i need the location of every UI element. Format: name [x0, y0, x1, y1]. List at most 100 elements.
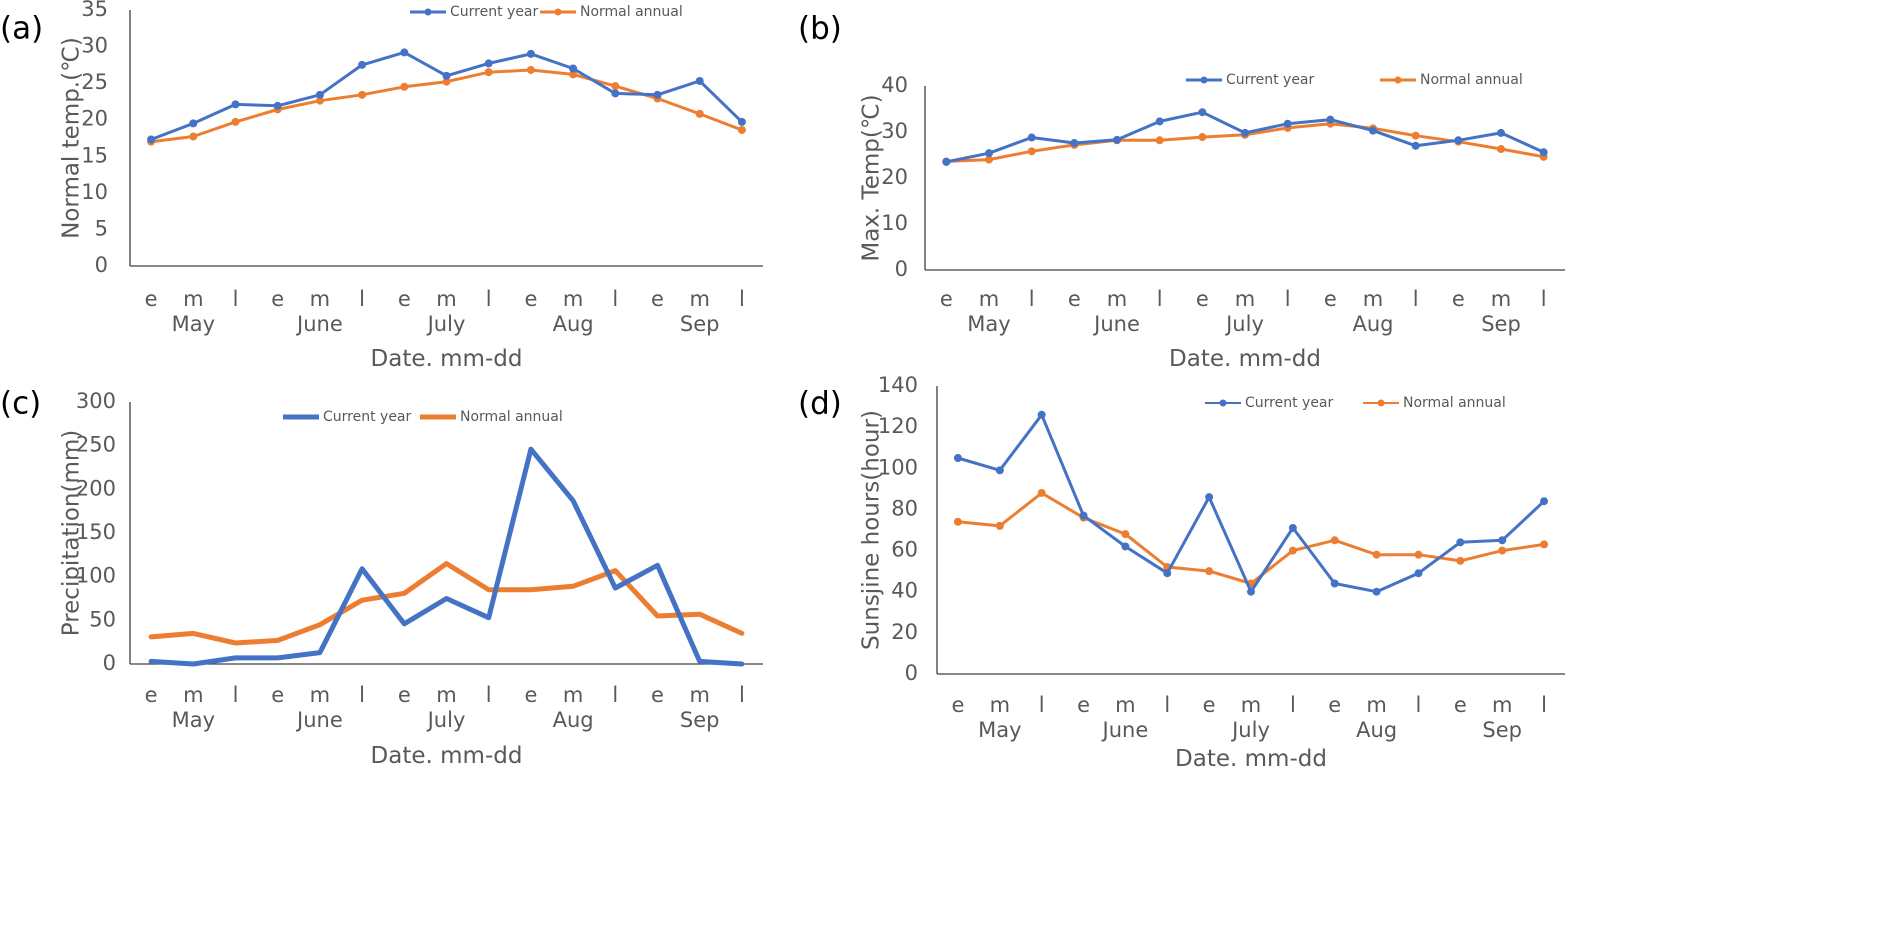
data-point-current-year	[1454, 136, 1463, 145]
data-point-current-year	[695, 76, 704, 85]
data-point-normal-annual	[1372, 550, 1381, 559]
x-group-label: July	[1224, 312, 1264, 336]
x-tick-label: l	[359, 287, 365, 311]
x-tick-label: e	[524, 683, 537, 707]
data-point-current-year	[315, 90, 324, 99]
x-tick-label: e	[1324, 287, 1337, 311]
legend-marker	[554, 8, 562, 16]
data-point-current-year	[526, 49, 535, 58]
data-point-current-year	[1163, 569, 1172, 578]
y-tick-label: 150	[76, 520, 116, 544]
y-tick-label: 20	[881, 165, 908, 189]
y-tick-label: 40	[891, 579, 918, 603]
x-group-label: June	[1092, 312, 1140, 336]
data-point-normal-annual	[985, 155, 993, 164]
y-tick-label: 250	[76, 433, 116, 457]
data-point-normal-annual	[231, 117, 240, 126]
data-point-normal-annual	[737, 125, 746, 134]
y-tick-label: 100	[76, 564, 116, 588]
y-tick-label: 100	[878, 455, 918, 479]
x-tick-label: e	[1454, 693, 1467, 717]
y-tick-label: 40	[881, 73, 908, 97]
x-tick-label: e	[524, 287, 537, 311]
panel-label: (c)	[0, 386, 41, 422]
x-tick-label: m	[436, 287, 456, 311]
chart-panel-1: (a) 0 5 10 15 20 25 30 35 e m l e m l e m l e m l e m l May June J…	[0, 0, 763, 372]
x-tick-label: l	[233, 683, 239, 707]
data-point-current-year	[737, 117, 746, 126]
chart-panel-2: (b) 0 10 20 30 40 e m l e m l e m l e m l e m l May June July Au…	[798, 11, 1565, 372]
data-point-normal-annual	[1330, 536, 1339, 545]
x-tick-label: l	[1164, 693, 1170, 717]
legend-label-normal-annual: Normal annual	[460, 409, 563, 425]
data-point-current-year	[1456, 538, 1465, 547]
data-point-normal-annual	[1414, 550, 1423, 559]
x-tick-label: m	[563, 683, 583, 707]
data-point-normal-annual	[1198, 133, 1207, 142]
x-tick-label: l	[486, 287, 492, 311]
legend-label-current-year: Current year	[323, 409, 412, 425]
data-point-normal-annual	[1155, 136, 1164, 145]
panel-label: (d)	[798, 386, 842, 422]
x-tick-label: m	[1363, 287, 1383, 311]
y-tick-label: 10	[881, 211, 908, 235]
y-tick-label: 120	[878, 414, 918, 438]
data-point-normal-annual	[1411, 131, 1420, 140]
data-point-current-year	[1198, 108, 1207, 117]
x-group-label: Aug	[1352, 312, 1393, 336]
data-point-normal-annual	[1497, 145, 1505, 154]
series-line-normal-annual	[148, 561, 745, 646]
y-axis-title: Sunsjine hours(hour)	[859, 410, 885, 650]
x-tick-label: e	[271, 683, 284, 707]
legend-label-normal-annual: Normal annual	[1420, 72, 1523, 88]
legend: Current year Normal annual	[410, 4, 683, 20]
x-group-label: Sep	[1482, 718, 1522, 742]
y-tick-label: 35	[81, 0, 108, 21]
x-tick-label: m	[183, 287, 203, 311]
series-line-current-year	[956, 413, 1546, 594]
x-tick-label: l	[1029, 287, 1035, 311]
data-point-current-year	[1070, 139, 1079, 148]
x-tick-label: e	[1452, 287, 1465, 311]
data-point-current-year	[995, 466, 1004, 475]
x-tick-label: m	[689, 287, 709, 311]
x-tick-label: e	[271, 287, 284, 311]
x-group-label: June	[295, 708, 343, 732]
legend-marker	[1394, 76, 1402, 84]
data-point-current-year	[1498, 536, 1507, 545]
x-tick-label: e	[398, 287, 411, 311]
x-group-label: Sep	[1481, 312, 1521, 336]
x-axis-title: Date. mm-dd	[371, 743, 523, 769]
data-point-normal-annual	[189, 132, 198, 141]
series-line-current-year	[148, 446, 745, 667]
legend-marker	[1219, 399, 1227, 407]
data-point-normal-annual	[315, 96, 324, 105]
x-group-label: Aug	[553, 312, 594, 336]
legend-label-current-year: Current year	[450, 4, 539, 20]
data-point-normal-annual	[1498, 546, 1507, 555]
y-axis-title: Normal temp.(℃)	[59, 37, 85, 239]
y-axis-title: Precipitation(mm)	[59, 430, 85, 637]
data-point-normal-annual	[442, 77, 451, 86]
data-point-current-year	[1539, 148, 1548, 157]
x-tick-label: l	[1290, 693, 1296, 717]
data-point-current-year	[1326, 115, 1335, 124]
data-point-current-year	[358, 60, 367, 69]
x-group-label: May	[172, 312, 215, 336]
data-point-current-year	[1027, 133, 1036, 142]
y-tick-label: 30	[81, 34, 108, 58]
data-point-normal-annual	[1121, 530, 1130, 539]
y-tick-label: 10	[81, 180, 108, 204]
data-point-normal-annual	[1456, 556, 1465, 565]
y-axis-title: Max. Temp(℃)	[859, 94, 885, 261]
data-point-current-year	[569, 64, 578, 73]
x-group-label: July	[426, 312, 466, 336]
data-point-normal-annual	[1037, 488, 1046, 497]
data-point-normal-annual	[484, 68, 493, 77]
legend: Current year Normal annual	[283, 409, 563, 425]
panel-label: (a)	[0, 11, 43, 47]
data-point-current-year	[1288, 523, 1297, 532]
data-point-current-year	[400, 48, 409, 57]
data-point-current-year	[442, 71, 451, 80]
x-tick-label: m	[990, 693, 1010, 717]
